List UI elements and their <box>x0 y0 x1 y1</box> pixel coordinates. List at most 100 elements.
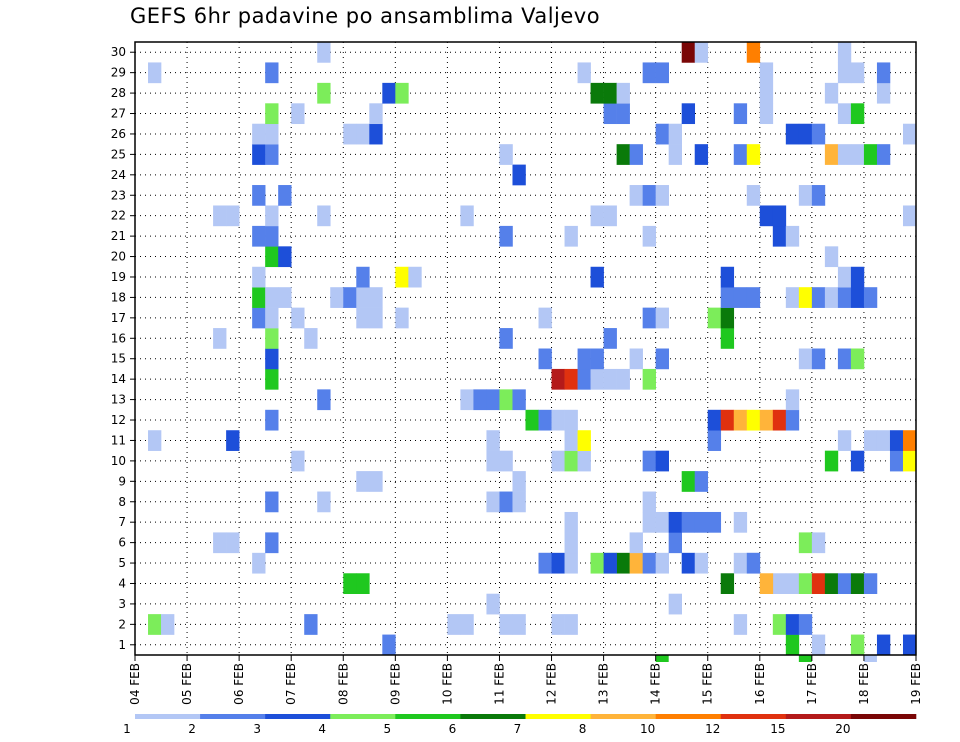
data-cell <box>629 348 643 370</box>
data-cell <box>551 450 565 472</box>
data-cell <box>616 82 630 104</box>
y-tick-label: 28 <box>111 86 126 100</box>
data-cell <box>785 614 800 635</box>
data-cell <box>564 225 578 247</box>
data-cell <box>746 144 761 165</box>
data-cell <box>265 246 279 268</box>
y-tick-label: 17 <box>111 311 126 325</box>
data-cell <box>291 103 305 125</box>
data-cell <box>265 328 279 349</box>
y-tick-label: 3 <box>118 597 126 611</box>
data-cell <box>499 144 513 165</box>
data-cell <box>876 62 891 84</box>
y-tick-label: 13 <box>111 393 126 407</box>
data-cell <box>837 62 852 84</box>
data-cell <box>629 552 643 574</box>
data-cell <box>642 62 656 84</box>
data-cell <box>642 307 656 329</box>
data-cell <box>265 144 279 165</box>
data-cell <box>486 450 500 472</box>
data-cell <box>343 287 357 308</box>
x-tick-label: 14 FEB <box>649 663 663 705</box>
legend-label: 15 <box>770 722 785 736</box>
legend-swatch <box>655 714 722 719</box>
data-cell <box>278 246 292 268</box>
data-cell <box>902 430 917 451</box>
legend-label: 3 <box>253 722 261 736</box>
data-cell <box>590 348 604 370</box>
data-cell <box>798 614 813 635</box>
x-tick-label: 05 FEB <box>180 663 194 705</box>
data-cell <box>798 348 813 370</box>
data-cell <box>694 511 709 533</box>
data-cell <box>369 123 383 145</box>
legend-label: 7 <box>514 722 522 736</box>
data-cell <box>759 409 774 431</box>
data-cell <box>837 430 852 451</box>
y-tick-label: 19 <box>111 270 126 284</box>
x-tick-label: 10 FEB <box>440 663 454 705</box>
data-cell <box>707 511 722 533</box>
data-cell <box>720 573 735 594</box>
data-cell <box>564 552 578 574</box>
data-cell <box>720 287 735 308</box>
data-cell <box>395 307 409 329</box>
data-cell <box>252 307 266 329</box>
data-cell <box>837 287 852 308</box>
data-cell <box>590 368 604 390</box>
data-cell-partial <box>863 655 877 662</box>
legend-label: 1 <box>123 722 131 736</box>
y-tick-label: 15 <box>111 352 126 366</box>
data-cell <box>668 511 682 533</box>
data-cell <box>720 266 735 288</box>
data-cell <box>538 348 552 370</box>
data-cell <box>850 144 865 165</box>
data-cell <box>902 634 917 656</box>
data-cell <box>369 471 383 492</box>
data-cell <box>278 287 292 308</box>
data-cell <box>811 573 826 594</box>
y-tick-label: 2 <box>118 617 126 631</box>
data-cell <box>564 430 578 451</box>
data-cell <box>837 348 852 370</box>
data-cell <box>655 450 669 472</box>
data-cell <box>577 348 591 370</box>
data-cell <box>213 532 227 554</box>
data-cell <box>694 42 709 63</box>
data-cell <box>226 205 240 227</box>
y-tick-label: 20 <box>111 250 126 264</box>
data-cell <box>811 123 826 145</box>
data-cell <box>499 328 513 349</box>
data-cell <box>252 287 266 308</box>
data-cell <box>707 307 722 329</box>
data-cell <box>733 511 748 533</box>
data-cell <box>798 123 813 145</box>
data-cell <box>512 491 526 513</box>
data-cell <box>642 225 656 247</box>
data-cell <box>824 144 839 165</box>
data-cell <box>382 82 396 104</box>
data-cell <box>811 185 826 206</box>
data-cell <box>850 450 865 472</box>
data-cell <box>356 266 370 288</box>
data-cell <box>772 225 787 247</box>
data-cell <box>252 225 266 247</box>
data-cell <box>564 511 578 533</box>
data-cell <box>577 368 591 390</box>
data-cell <box>824 287 839 308</box>
data-cell <box>759 103 774 125</box>
data-cell <box>642 185 656 206</box>
legend-label: 4 <box>318 722 326 736</box>
data-cell <box>265 205 279 227</box>
data-cell <box>499 614 513 635</box>
data-cell <box>265 287 279 308</box>
data-cell <box>590 266 604 288</box>
legend-label: 20 <box>835 722 850 736</box>
data-cell <box>733 409 748 431</box>
x-tick-label: 16 FEB <box>753 663 767 705</box>
data-cell <box>252 185 266 206</box>
data-cell <box>746 287 761 308</box>
data-cell <box>824 573 839 594</box>
data-cell <box>746 552 761 574</box>
data-cell <box>369 103 383 125</box>
